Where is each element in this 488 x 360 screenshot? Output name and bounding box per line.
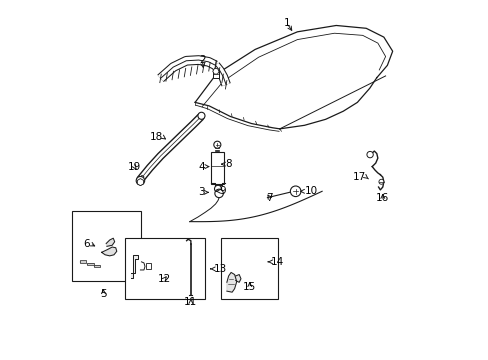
Circle shape <box>366 152 372 158</box>
Text: 12: 12 <box>157 274 170 284</box>
Bar <box>124 238 204 299</box>
Polygon shape <box>235 275 241 282</box>
Text: 17: 17 <box>352 172 366 182</box>
Text: 8: 8 <box>225 159 232 169</box>
Text: 2: 2 <box>199 55 205 65</box>
Bar <box>93 265 100 267</box>
Text: 6: 6 <box>83 239 90 248</box>
Text: 16: 16 <box>375 193 388 203</box>
Circle shape <box>198 112 204 119</box>
Bar <box>220 238 277 299</box>
Polygon shape <box>226 273 236 292</box>
Text: 9: 9 <box>219 186 226 196</box>
Polygon shape <box>106 238 114 246</box>
Bar <box>71 211 141 280</box>
Text: 18: 18 <box>149 132 163 142</box>
Bar <box>146 262 151 269</box>
Text: 10: 10 <box>304 186 317 196</box>
Bar <box>87 262 93 265</box>
Text: 19: 19 <box>127 162 141 172</box>
Polygon shape <box>131 255 138 278</box>
Polygon shape <box>102 247 117 256</box>
Text: 1: 1 <box>283 18 289 28</box>
Circle shape <box>214 185 221 192</box>
Text: 4: 4 <box>198 162 204 172</box>
Circle shape <box>213 141 221 148</box>
Circle shape <box>290 186 300 197</box>
Bar <box>80 260 86 263</box>
Text: 11: 11 <box>184 297 197 307</box>
Bar <box>210 152 224 184</box>
Bar <box>212 70 219 78</box>
Circle shape <box>378 179 383 184</box>
Text: 13: 13 <box>213 264 226 274</box>
Circle shape <box>136 176 144 185</box>
Text: 5: 5 <box>100 289 106 298</box>
Text: 15: 15 <box>243 282 256 292</box>
Text: 14: 14 <box>270 257 284 267</box>
Circle shape <box>214 189 223 198</box>
Text: 3: 3 <box>198 187 204 197</box>
Text: 7: 7 <box>266 193 273 203</box>
